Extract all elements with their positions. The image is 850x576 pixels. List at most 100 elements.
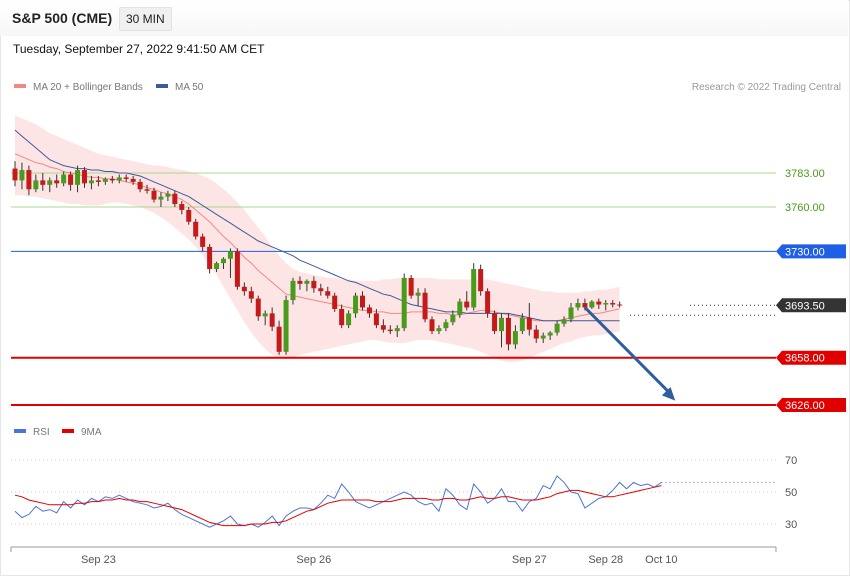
candle-body (360, 295, 365, 308)
candle-body (366, 307, 372, 314)
timeframe-button[interactable]: 30 MIN (119, 7, 172, 31)
candle-body (255, 298, 261, 317)
candle-body (151, 190, 157, 200)
candle-body (408, 277, 414, 296)
candle-body (214, 263, 220, 270)
rsi-legend-label-0: RSI (33, 427, 50, 438)
candle-body (137, 181, 143, 190)
candle-body (617, 304, 623, 306)
rsi-legend-label-1: 9MA (81, 427, 102, 438)
candle-body (75, 170, 81, 185)
candle-body (547, 332, 553, 336)
candle-body (436, 328, 442, 332)
price-tag-4 (776, 350, 846, 365)
candle-body (47, 180, 53, 185)
candle-body (227, 251, 233, 259)
forecast-arrow-head (661, 387, 676, 401)
candle-body (346, 313, 352, 326)
candle-body (234, 251, 240, 287)
candle-body (200, 236, 206, 247)
rsi-ma-line (14, 485, 662, 527)
price-label-0: 3783.00 (785, 168, 825, 180)
candle-body (457, 301, 463, 315)
candle-body (610, 303, 616, 305)
moving-averages (14, 129, 620, 322)
price-label-4: 3658.00 (785, 353, 825, 365)
forecast-arrow-shaft (583, 306, 672, 395)
research-credit: Research © 2022 Trading Central (692, 82, 841, 93)
x-tick-label-3: Sep 28 (588, 554, 623, 566)
candle-body (339, 308, 345, 326)
candle-body (380, 325, 386, 330)
bollinger-band (15, 115, 620, 363)
price-label-1: 3760.00 (785, 202, 825, 214)
forecast-arrow (583, 306, 676, 401)
candle-body (575, 303, 581, 308)
candles (12, 161, 623, 355)
x-tick-label-1: Sep 26 (296, 554, 331, 566)
candle-body (82, 170, 87, 184)
x-tick-label-2: Sep 27 (512, 554, 547, 566)
candle-body (492, 313, 498, 332)
candle-body (290, 280, 296, 301)
candle-body (471, 269, 477, 308)
instrument-title: S&P 500 (CME) (12, 10, 113, 26)
candle-body (165, 193, 171, 197)
price-label-3: 3693.50 (785, 300, 825, 312)
x-tick-label-4: Oct 10 (645, 554, 677, 566)
candle-body (540, 335, 546, 339)
price-levels (11, 172, 776, 406)
candle-body (561, 319, 567, 324)
candle-body (54, 180, 60, 184)
main-legend: MA 20 + Bollinger Bands MA 50 (14, 82, 204, 93)
candle-body (304, 280, 310, 284)
candle-body (262, 313, 268, 317)
candle-body (221, 258, 226, 264)
legend-label-0: MA 20 + Bollinger Bands (33, 82, 143, 93)
rsi-legend: RSI 9MA (14, 427, 102, 438)
candle-body (478, 269, 484, 292)
candle-body (144, 189, 150, 191)
candle-body (207, 246, 213, 270)
candle-body (116, 177, 122, 181)
x-tick-label-0: Sep 23 (81, 554, 116, 566)
candle-body (422, 292, 428, 320)
candle-body (33, 180, 39, 190)
candle-body (568, 307, 574, 320)
candle-body (589, 301, 595, 308)
candle-body (401, 277, 407, 329)
x-axis: Sep 23 Sep 26 Sep 27 Sep 28 Oct 10 (10, 546, 777, 566)
candle-body (554, 323, 560, 333)
candle-body (186, 209, 192, 222)
candle-body (332, 295, 338, 309)
candle-body (415, 292, 421, 296)
rsi-tick-1: 50 (785, 487, 797, 499)
rsi-line (14, 475, 662, 528)
rsi-tick-0: 70 (785, 455, 797, 467)
candle-body (443, 322, 449, 329)
candle-body (603, 303, 609, 305)
candle-body (248, 291, 254, 299)
rsi-legend-swatch-0 (14, 429, 26, 433)
candle-body (450, 314, 456, 323)
candle-body (179, 204, 185, 210)
candle-body (297, 280, 303, 284)
candle-body (485, 291, 491, 314)
candle-body (596, 301, 602, 305)
candle-body (68, 174, 74, 185)
candle-body (519, 317, 525, 332)
rsi-tick-2: 30 (785, 519, 797, 531)
candle-body (40, 180, 46, 185)
rsi-panel: 70 50 30 (11, 455, 797, 531)
bollinger-band-area (15, 115, 620, 363)
candle-body (276, 326, 282, 352)
candle-body (172, 193, 178, 205)
candle-body (241, 286, 247, 292)
candle-body (26, 170, 32, 190)
candle-body (61, 174, 67, 184)
candle-body (158, 196, 164, 200)
price-tag-2 (776, 244, 846, 259)
candle-body (193, 221, 199, 237)
candle-body (123, 177, 129, 179)
